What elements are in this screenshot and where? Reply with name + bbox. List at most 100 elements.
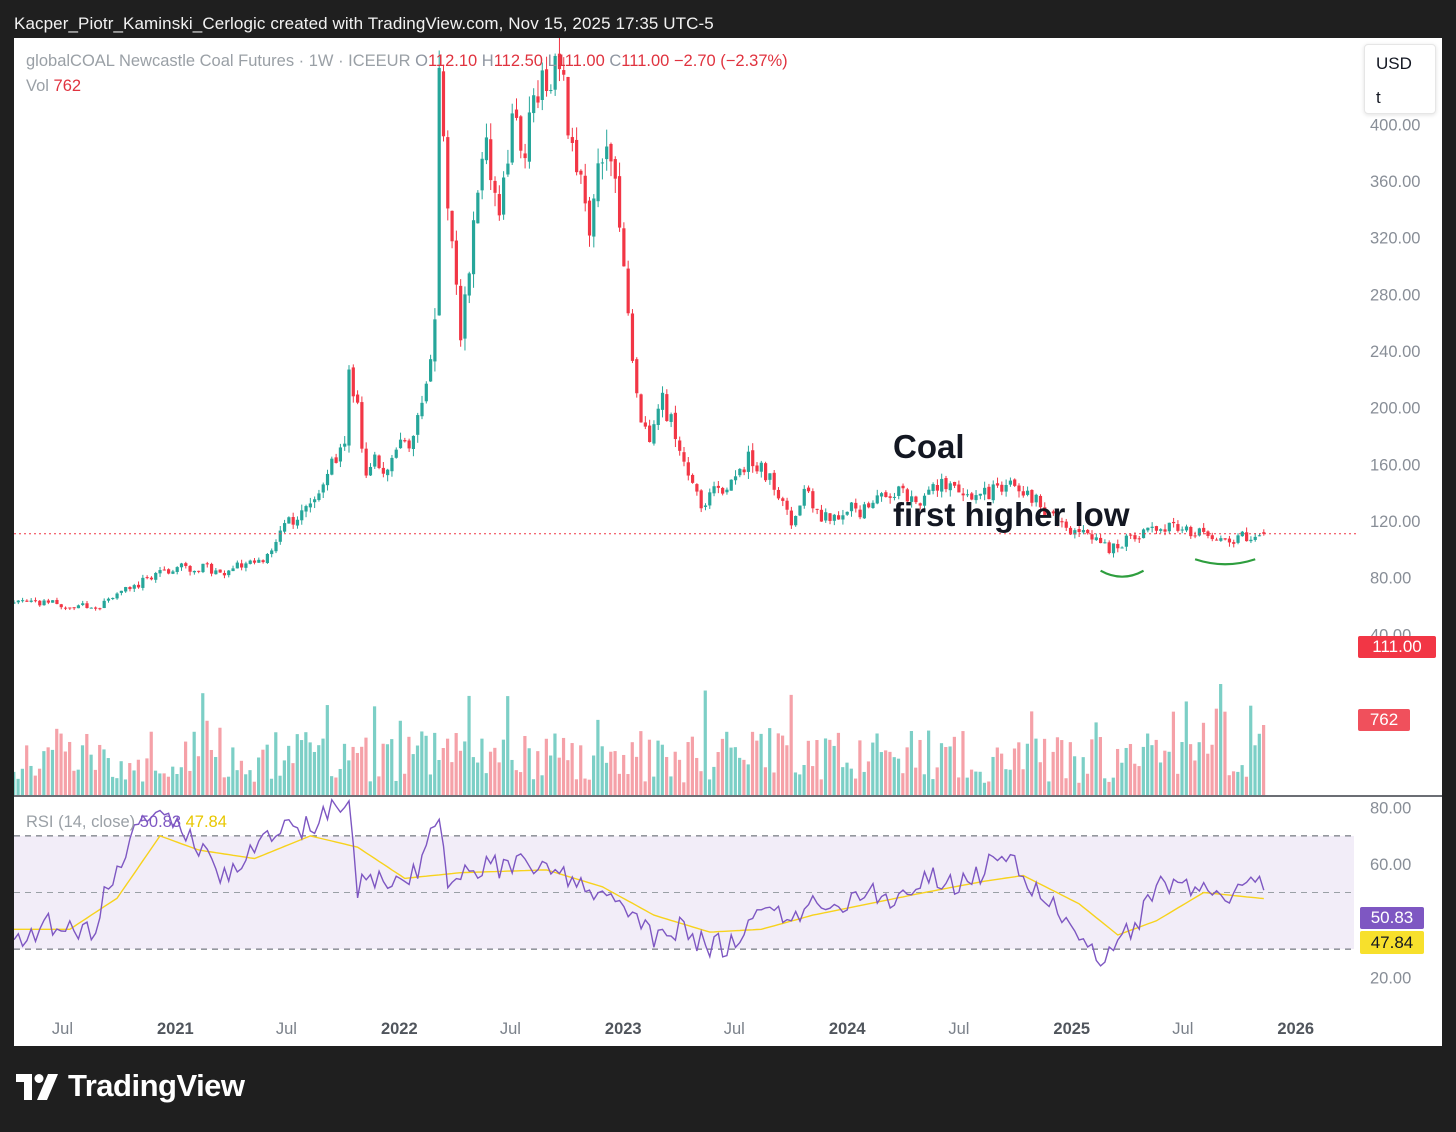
volume-bar xyxy=(583,778,587,795)
candle xyxy=(1043,507,1047,516)
volume-bar xyxy=(136,759,140,795)
candle xyxy=(669,414,673,422)
candle xyxy=(124,587,128,592)
candle xyxy=(63,607,68,609)
higher-low-arc xyxy=(1194,558,1256,566)
volume-bar xyxy=(278,775,282,795)
candle xyxy=(583,175,587,204)
candle xyxy=(347,369,351,446)
volume-bar xyxy=(1197,742,1201,795)
candle xyxy=(600,162,604,164)
volume-bar xyxy=(261,749,265,795)
volume-bar xyxy=(1012,748,1017,795)
volume-bar xyxy=(613,751,617,795)
volume-bar xyxy=(815,740,819,795)
candle xyxy=(802,488,806,506)
candle xyxy=(192,570,196,573)
chart-panel[interactable]: 40.0080.00120.00160.00200.00240.00280.00… xyxy=(14,38,1442,1046)
volume-bar xyxy=(665,756,669,795)
symbol-legend[interactable]: globalCOAL Newcastle Coal Futures · 1W ·… xyxy=(26,52,788,71)
volume-bar xyxy=(265,744,269,795)
candle xyxy=(321,484,325,493)
tradingview-wordmark: TradingView xyxy=(68,1068,245,1103)
volume-bar xyxy=(776,733,780,795)
candle xyxy=(897,486,901,496)
volume-bar xyxy=(673,751,677,795)
candle xyxy=(678,440,682,451)
currency-unit-selector[interactable]: USD t xyxy=(1364,44,1436,114)
candle xyxy=(974,495,978,501)
candle xyxy=(1081,529,1086,533)
candle xyxy=(81,603,85,605)
time-axis-tick: Jul xyxy=(724,1020,745,1038)
candle xyxy=(1051,511,1055,514)
candle xyxy=(622,228,626,267)
candle xyxy=(961,493,965,496)
candle xyxy=(523,153,527,159)
candle xyxy=(716,485,720,488)
candle xyxy=(1253,536,1257,540)
unit-button[interactable]: t xyxy=(1376,88,1381,107)
volume-bar xyxy=(50,749,55,795)
candle xyxy=(725,489,729,493)
volume-bar xyxy=(1081,757,1085,795)
volume-bar xyxy=(703,690,707,795)
volume-bar xyxy=(690,736,694,795)
chart-canvas[interactable]: 40.0080.00120.00160.00200.00240.00280.00… xyxy=(14,38,1442,1046)
candle xyxy=(806,487,811,492)
volume-legend[interactable]: Vol 762 xyxy=(26,77,81,96)
volume-bar xyxy=(1244,776,1249,795)
volume-bar xyxy=(149,731,153,795)
candle xyxy=(214,570,218,575)
volume-bar xyxy=(308,742,312,795)
volume-bar xyxy=(317,745,321,795)
symbol-title[interactable]: globalCOAL Newcastle Coal Futures · 1W ·… xyxy=(26,52,411,70)
candle xyxy=(617,176,622,228)
last-volume-tag: 762 xyxy=(1358,709,1410,731)
volume-bar xyxy=(183,741,188,795)
volume-bar xyxy=(347,760,351,795)
candle xyxy=(502,177,506,215)
time-axis-tick: Jul xyxy=(276,1020,297,1038)
price-axis-tick: 80.00 xyxy=(1370,570,1411,588)
volume-bar xyxy=(1227,775,1231,795)
candle xyxy=(1004,484,1008,492)
candle xyxy=(1008,480,1013,485)
volume-bar xyxy=(85,733,89,795)
volume-bar xyxy=(248,770,252,795)
candle xyxy=(733,476,738,481)
volume-bar xyxy=(166,776,171,795)
volume-bar xyxy=(518,772,523,795)
candle xyxy=(948,483,952,491)
candle xyxy=(660,392,665,410)
volume-bar xyxy=(1115,748,1120,795)
volume-bar xyxy=(1219,684,1223,795)
volume-bar xyxy=(725,731,729,795)
rsi-ma-line xyxy=(14,835,1264,936)
volume-bar xyxy=(952,736,956,795)
candle xyxy=(785,500,789,510)
candle xyxy=(429,359,433,382)
volume-bar xyxy=(634,756,639,795)
annotation-coal[interactable]: Coal xyxy=(893,428,965,465)
price-axis-tick: 240.00 xyxy=(1370,343,1420,361)
rsi-legend[interactable]: RSI (14, close) 50.83 47.84 xyxy=(26,813,227,832)
candle xyxy=(489,139,493,181)
candle xyxy=(562,70,566,75)
time-axis-tick: 2025 xyxy=(1053,1020,1090,1038)
volume-bar xyxy=(566,760,570,795)
candle xyxy=(287,517,291,524)
currency-button[interactable]: USD xyxy=(1376,54,1412,73)
volume-bar xyxy=(802,764,806,795)
volume-bar xyxy=(226,776,231,795)
candle xyxy=(364,448,368,476)
candle xyxy=(819,509,824,522)
volume-bar xyxy=(1098,737,1103,795)
tradingview-logo[interactable]: TradingView xyxy=(16,1068,248,1110)
annotation-higher-low[interactable]: first higher low xyxy=(893,496,1130,533)
candle xyxy=(1159,529,1163,531)
time-axis-tick: Jul xyxy=(52,1020,73,1038)
volume-bar xyxy=(609,751,613,795)
volume-bar xyxy=(334,777,338,795)
candle xyxy=(351,367,355,397)
